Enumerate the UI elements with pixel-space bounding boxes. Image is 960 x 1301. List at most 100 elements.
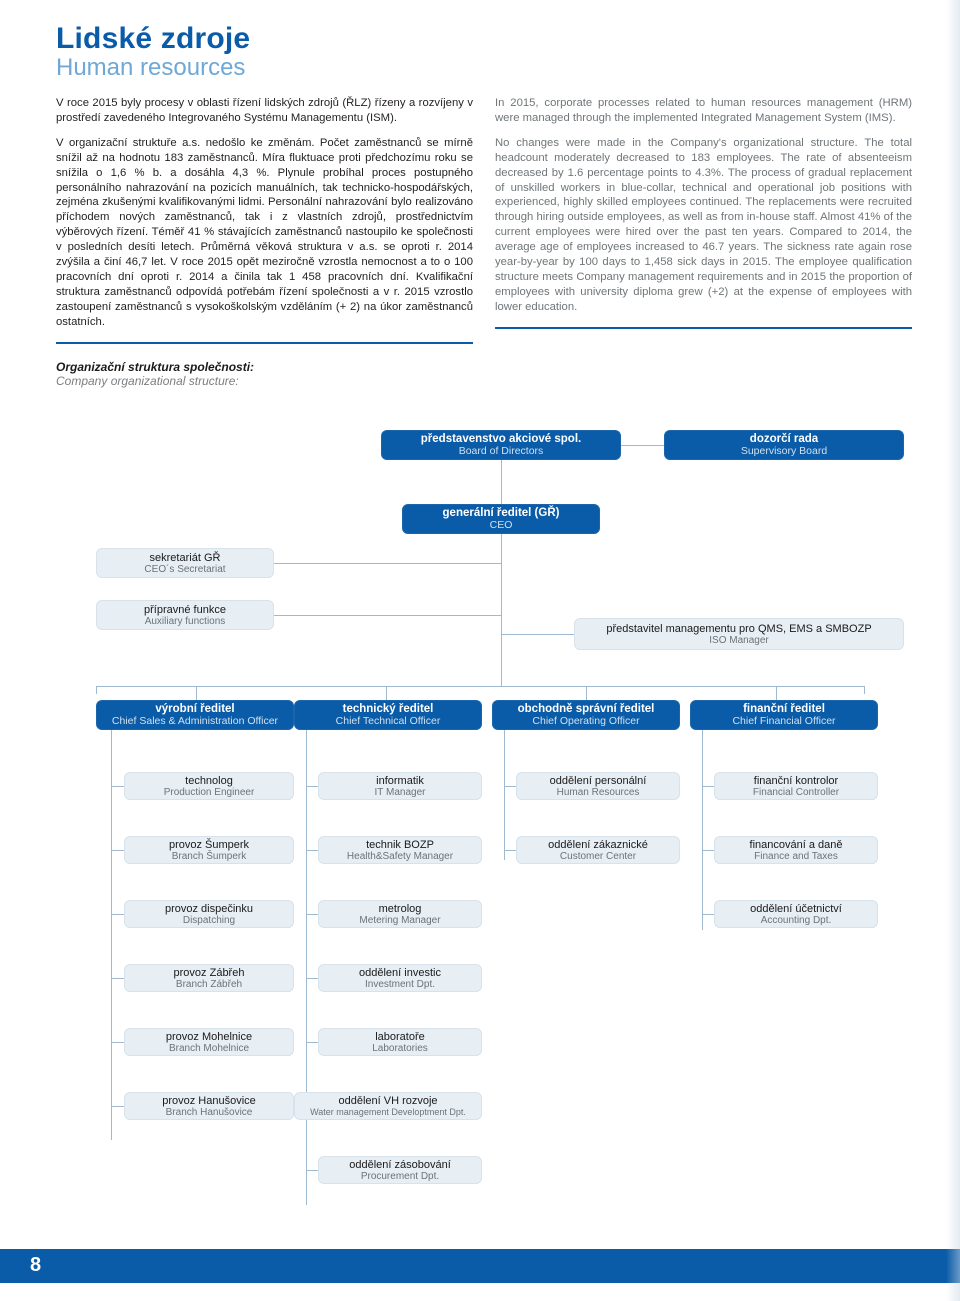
node-cto-cz: technický ředitel	[294, 703, 482, 715]
org-structure-label: Organizační struktura společnosti: Compa…	[56, 360, 912, 388]
node-zabreh: provoz Zábřeh Branch Zábřeh	[124, 964, 294, 992]
line	[111, 1106, 124, 1107]
node-auxfunc: přípravné funkce Auxiliary functions	[96, 600, 274, 630]
org-label-cz: Organizační struktura společnosti:	[56, 360, 912, 374]
node-ceo-cz: generální ředitel (GŘ)	[402, 507, 600, 519]
node-invest-cz: oddělení investic	[318, 967, 482, 979]
line	[274, 615, 501, 616]
node-cfo-cz: finanční ředitel	[690, 703, 878, 715]
line	[702, 730, 703, 930]
node-auxfunc-cz: přípravné funkce	[96, 604, 274, 616]
node-iso: představitel managementu pro QMS, EMS a …	[574, 618, 904, 650]
page-footer-strip	[0, 1249, 960, 1283]
left-para-2: V organizační struktuře a.s. nedošlo ke …	[56, 136, 473, 330]
right-para-2: No changes were made in the Company's or…	[495, 136, 912, 315]
node-cust: oddělení zákaznické Customer Center	[516, 836, 680, 864]
node-ceo-en: CEO	[402, 519, 600, 531]
node-supboard-cz: dozorčí rada	[664, 433, 904, 445]
divider-left	[56, 342, 473, 344]
line	[111, 730, 112, 1140]
node-hr: oddělení personální Human Resources	[516, 772, 680, 800]
node-disp: provoz dispečinku Dispatching	[124, 900, 294, 928]
node-sumperk-cz: provoz Šumperk	[124, 839, 294, 851]
node-auxfunc-en: Auxiliary functions	[96, 616, 274, 627]
org-chart: představenstvo akciové spol. Board of Di…	[56, 430, 904, 1200]
node-ceo: generální ředitel (GŘ) CEO	[402, 504, 600, 534]
line	[111, 786, 124, 787]
node-metro-cz: metrolog	[318, 903, 482, 915]
left-para-1: V roce 2015 byly procesy v oblasti řízen…	[56, 96, 473, 126]
node-fintax-cz: financování a daně	[714, 839, 878, 851]
node-bozp-cz: technik BOZP	[318, 839, 482, 851]
node-vh: oddělení VH rozvoje Water management Dev…	[294, 1092, 482, 1120]
node-bozp: technik BOZP Health&Safety Manager	[318, 836, 482, 864]
node-metro-en: Metering Manager	[318, 915, 482, 926]
node-acct-en: Accounting Dpt.	[714, 915, 878, 926]
node-vh-cz: oddělení VH rozvoje	[294, 1095, 482, 1107]
node-it: informatik IT Manager	[318, 772, 482, 800]
column-left: V roce 2015 byly procesy v oblasti řízen…	[56, 96, 473, 344]
page-title-en: Human resources	[56, 54, 912, 82]
node-invest-en: Investment Dpt.	[318, 979, 482, 990]
node-secretariat-en: CEO´s Secretariat	[96, 564, 274, 575]
line	[96, 686, 97, 694]
node-acct: oddělení účetnictví Accounting Dpt.	[714, 900, 878, 928]
node-disp-en: Dispatching	[124, 915, 294, 926]
line	[504, 786, 516, 787]
node-disp-cz: provoz dispečinku	[124, 903, 294, 915]
line	[274, 563, 501, 564]
node-fintax: financování a daně Finance and Taxes	[714, 836, 878, 864]
node-hanusovice: provoz Hanušovice Branch Hanušovice	[124, 1092, 294, 1120]
line	[111, 978, 124, 979]
line	[621, 445, 664, 446]
node-mohelnice-en: Branch Mohelnice	[124, 1043, 294, 1054]
line	[111, 914, 124, 915]
line	[306, 1042, 318, 1043]
line	[111, 1042, 124, 1043]
right-para-1: In 2015, corporate processes related to …	[495, 96, 912, 126]
line	[702, 850, 714, 851]
line	[702, 914, 714, 915]
line	[306, 1170, 318, 1171]
node-tech-cz: technolog	[124, 775, 294, 787]
node-sumperk: provoz Šumperk Branch Šumperk	[124, 836, 294, 864]
line	[306, 850, 318, 851]
node-board-en: Board of Directors	[381, 445, 621, 457]
node-secretariat: sekretariát GŘ CEO´s Secretariat	[96, 548, 274, 578]
node-tech: technolog Production Engineer	[124, 772, 294, 800]
node-cfo: finanční ředitel Chief Financial Officer	[690, 700, 878, 730]
page-number: 8	[30, 1254, 41, 1277]
node-tech-en: Production Engineer	[124, 787, 294, 798]
node-fincon-en: Financial Controller	[714, 787, 878, 798]
node-mohelnice: provoz Mohelnice Branch Mohelnice	[124, 1028, 294, 1056]
node-metro: metrolog Metering Manager	[318, 900, 482, 928]
node-vh-en: Water management Developtment Dpt.	[294, 1107, 482, 1117]
text-columns: V roce 2015 byly procesy v oblasti řízen…	[56, 96, 912, 344]
node-sales-cz: výrobní ředitel	[96, 703, 294, 715]
node-fincon: finanční kontrolor Financial Controller	[714, 772, 878, 800]
node-zabreh-en: Branch Zábřeh	[124, 979, 294, 990]
line	[96, 686, 864, 687]
node-supboard-en: Supervisory Board	[664, 445, 904, 457]
line	[504, 850, 516, 851]
line	[501, 634, 574, 635]
node-fintax-en: Finance and Taxes	[714, 851, 878, 862]
node-proc-cz: oddělení zásobování	[318, 1159, 482, 1171]
node-zabreh-cz: provoz Zábřeh	[124, 967, 294, 979]
line	[864, 686, 865, 694]
node-iso-cz: představitel managementu pro QMS, EMS a …	[574, 623, 904, 635]
page-edge-shadow	[946, 0, 960, 1301]
node-proc-en: Procurement Dpt.	[318, 1171, 482, 1182]
node-hanusovice-en: Branch Hanušovice	[124, 1107, 294, 1118]
node-sales-en: Chief Sales & Administration Officer	[96, 715, 294, 727]
node-cto-en: Chief Technical Officer	[294, 715, 482, 727]
node-lab: laboratoře Laboratories	[318, 1028, 482, 1056]
node-fincon-cz: finanční kontrolor	[714, 775, 878, 787]
node-cfo-en: Chief Financial Officer	[690, 715, 878, 727]
node-supboard: dozorčí rada Supervisory Board	[664, 430, 904, 460]
line	[504, 730, 505, 860]
divider-right	[495, 327, 912, 329]
node-cust-en: Customer Center	[516, 851, 680, 862]
line	[501, 534, 502, 686]
line	[386, 686, 387, 700]
